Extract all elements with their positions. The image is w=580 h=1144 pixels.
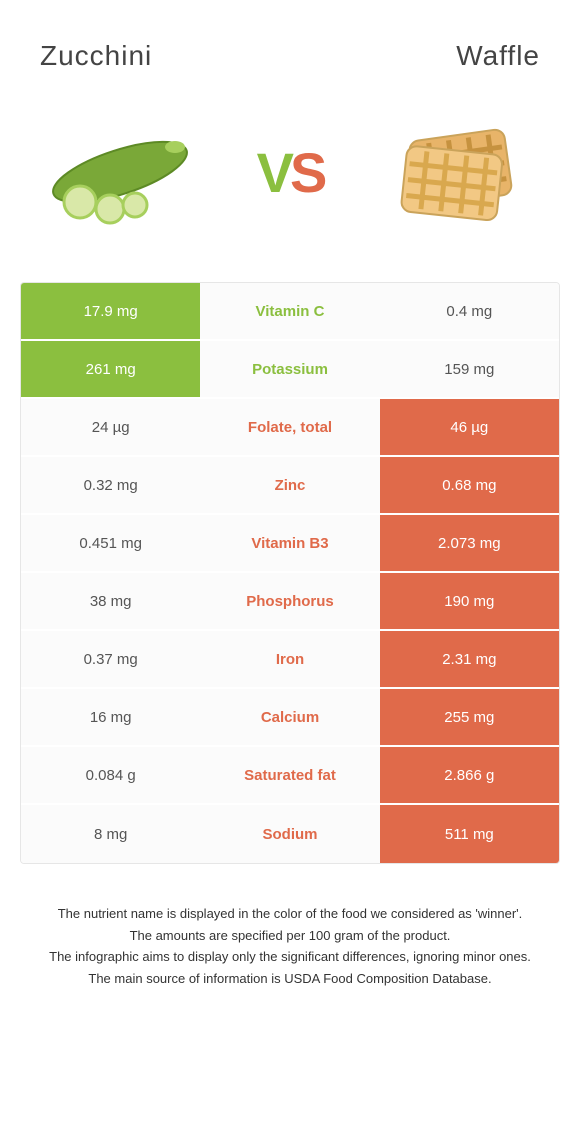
nutrient-row: 0.32 mgZinc0.68 mg (21, 457, 559, 515)
right-value: 2.31 mg (380, 631, 559, 687)
nutrient-table: 17.9 mgVitamin C0.4 mg261 mgPotassium159… (20, 282, 560, 864)
left-value: 0.32 mg (21, 457, 200, 513)
right-value: 2.866 g (380, 747, 559, 803)
hero-row: VS (20, 112, 560, 232)
footer-line: The infographic aims to display only the… (30, 947, 550, 967)
left-value: 16 mg (21, 689, 200, 745)
waffle-image (370, 112, 550, 232)
right-food-title: Waffle (456, 40, 540, 72)
nutrient-row: 261 mgPotassium159 mg (21, 341, 559, 399)
right-value: 511 mg (380, 805, 559, 863)
nutrient-row: 38 mgPhosphorus190 mg (21, 573, 559, 631)
nutrient-row: 0.451 mgVitamin B32.073 mg (21, 515, 559, 573)
footer-line: The amounts are specified per 100 gram o… (30, 926, 550, 946)
nutrient-row: 0.084 gSaturated fat2.866 g (21, 747, 559, 805)
left-value: 8 mg (21, 805, 200, 863)
vs-label: VS (257, 140, 324, 205)
nutrient-label: Iron (200, 631, 379, 687)
left-value: 0.37 mg (21, 631, 200, 687)
nutrient-row: 24 µgFolate, total46 µg (21, 399, 559, 457)
nutrient-row: 8 mgSodium511 mg (21, 805, 559, 863)
zucchini-image (30, 112, 210, 232)
nutrient-row: 16 mgCalcium255 mg (21, 689, 559, 747)
left-value: 24 µg (21, 399, 200, 455)
left-value: 0.451 mg (21, 515, 200, 571)
right-value: 190 mg (380, 573, 559, 629)
left-food-title: Zucchini (40, 40, 152, 72)
nutrient-label: Saturated fat (200, 747, 379, 803)
footer-notes: The nutrient name is displayed in the co… (20, 904, 560, 988)
nutrient-label: Phosphorus (200, 573, 379, 629)
nutrient-row: 0.37 mgIron2.31 mg (21, 631, 559, 689)
left-value: 17.9 mg (21, 283, 200, 339)
nutrient-label: Potassium (200, 341, 379, 397)
nutrient-label: Zinc (200, 457, 379, 513)
title-row: Zucchini Waffle (20, 40, 560, 72)
left-value: 261 mg (21, 341, 200, 397)
nutrient-label: Sodium (200, 805, 379, 863)
footer-line: The nutrient name is displayed in the co… (30, 904, 550, 924)
right-value: 0.68 mg (380, 457, 559, 513)
right-value: 2.073 mg (380, 515, 559, 571)
right-value: 255 mg (380, 689, 559, 745)
left-value: 38 mg (21, 573, 200, 629)
nutrient-label: Calcium (200, 689, 379, 745)
right-value: 0.4 mg (380, 283, 559, 339)
nutrient-label: Vitamin B3 (200, 515, 379, 571)
footer-line: The main source of information is USDA F… (30, 969, 550, 989)
right-value: 159 mg (380, 341, 559, 397)
nutrient-label: Vitamin C (200, 283, 379, 339)
right-value: 46 µg (380, 399, 559, 455)
nutrient-row: 17.9 mgVitamin C0.4 mg (21, 283, 559, 341)
nutrient-label: Folate, total (200, 399, 379, 455)
left-value: 0.084 g (21, 747, 200, 803)
